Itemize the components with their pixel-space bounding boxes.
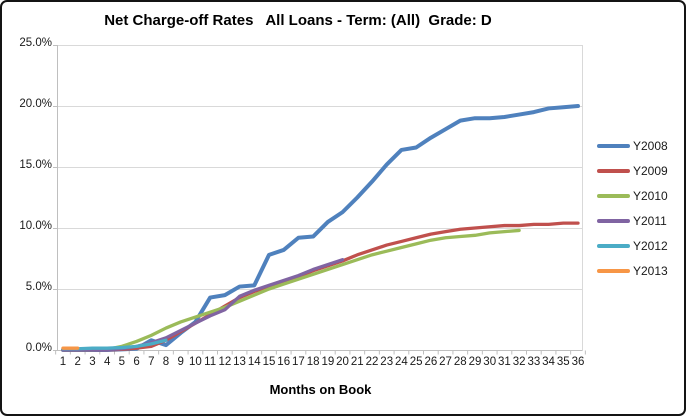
- x-tick-label: 23: [380, 356, 394, 368]
- x-tick-label: 6: [133, 356, 140, 368]
- legend-line-swatch: [597, 193, 630, 198]
- x-tick-label: 11: [204, 356, 217, 368]
- x-tick-label: 9: [177, 356, 184, 368]
- x-tick-label: 20: [336, 356, 349, 368]
- series-line-y2012: [61, 338, 168, 351]
- legend-item-y2009[interactable]: Y2009: [597, 158, 668, 183]
- x-tick-label: 3: [89, 356, 96, 368]
- legend-label: Y2011: [633, 213, 667, 228]
- x-tick-label: 2: [74, 356, 81, 368]
- x-tick-label: 8: [162, 356, 170, 368]
- x-tick-label: 15: [262, 356, 276, 368]
- legend-item-y2008[interactable]: Y2008: [597, 133, 668, 158]
- series-line-y2010: [61, 228, 521, 352]
- series-line-y2011: [61, 258, 345, 352]
- legend-line-swatch: [597, 268, 630, 273]
- x-tick-label: 35: [556, 356, 570, 368]
- x-tick-label: 25: [409, 356, 423, 368]
- x-tick-label: 33: [527, 356, 541, 368]
- x-tick-label: 17: [292, 356, 305, 368]
- x-tick-label: 36: [571, 356, 585, 368]
- legend-line-swatch: [597, 218, 630, 223]
- legend-label: Y2009: [633, 163, 668, 178]
- x-tick-label: 10: [189, 356, 202, 368]
- legend-label: Y2012: [633, 238, 668, 253]
- legend-item-y2010[interactable]: Y2010: [597, 183, 668, 208]
- x-tick-label: 28: [453, 356, 467, 368]
- y-tick-label: 25.0%: [19, 37, 52, 49]
- legend-item-y2011[interactable]: Y2011: [597, 208, 668, 233]
- x-tick-label: 5: [118, 356, 126, 368]
- x-tick-label: 12: [218, 356, 232, 368]
- legend-line-swatch: [597, 243, 630, 248]
- y-tick-label: 5.0%: [25, 281, 52, 293]
- legend-line-swatch: [597, 143, 630, 148]
- legend-label: Y2013: [633, 263, 668, 278]
- x-tick-label: 16: [277, 356, 291, 368]
- x-tick-label: 31: [498, 356, 511, 368]
- x-tick-label: 32: [512, 356, 526, 368]
- x-tick-label: 21: [350, 356, 364, 368]
- x-tick-label: 19: [321, 356, 335, 368]
- legend-label: Y2010: [633, 188, 668, 203]
- legend-item-y2013[interactable]: Y2013: [597, 258, 668, 283]
- y-tick-label: 20.0%: [19, 98, 52, 110]
- legend-label: Y2008: [633, 138, 668, 153]
- chart-title: Net Charge-off Rates All Loans - Term: (…: [104, 12, 492, 29]
- x-tick-label: 4: [103, 356, 111, 368]
- series-line-y2009: [61, 221, 580, 352]
- x-tick-label: 26: [424, 356, 438, 368]
- legend-line-swatch: [597, 168, 630, 173]
- x-tick-label: 22: [365, 356, 379, 368]
- x-tick-label: 7: [148, 356, 155, 368]
- x-tick-label: 29: [468, 356, 482, 368]
- y-tick-label: 15.0%: [19, 159, 52, 171]
- x-tick-label: 34: [542, 356, 555, 368]
- x-axis-title: Months on Book: [269, 382, 372, 397]
- legend-item-y2012[interactable]: Y2012: [597, 233, 668, 258]
- x-tick-label: 18: [306, 356, 320, 368]
- x-tick-label: 14: [247, 356, 261, 368]
- x-tick-label: 30: [483, 356, 497, 368]
- x-tick-label: 13: [233, 356, 246, 368]
- legend: Y2008 Y2009 Y2010 Y2011 Y2012 Y2013: [597, 133, 668, 283]
- y-tick-label: 0.0%: [25, 342, 52, 354]
- y-tick-label: 10.0%: [19, 220, 52, 232]
- x-tick-label: 1: [59, 356, 67, 368]
- x-tick-label: 27: [439, 356, 452, 368]
- x-tick-label: 24: [395, 356, 408, 368]
